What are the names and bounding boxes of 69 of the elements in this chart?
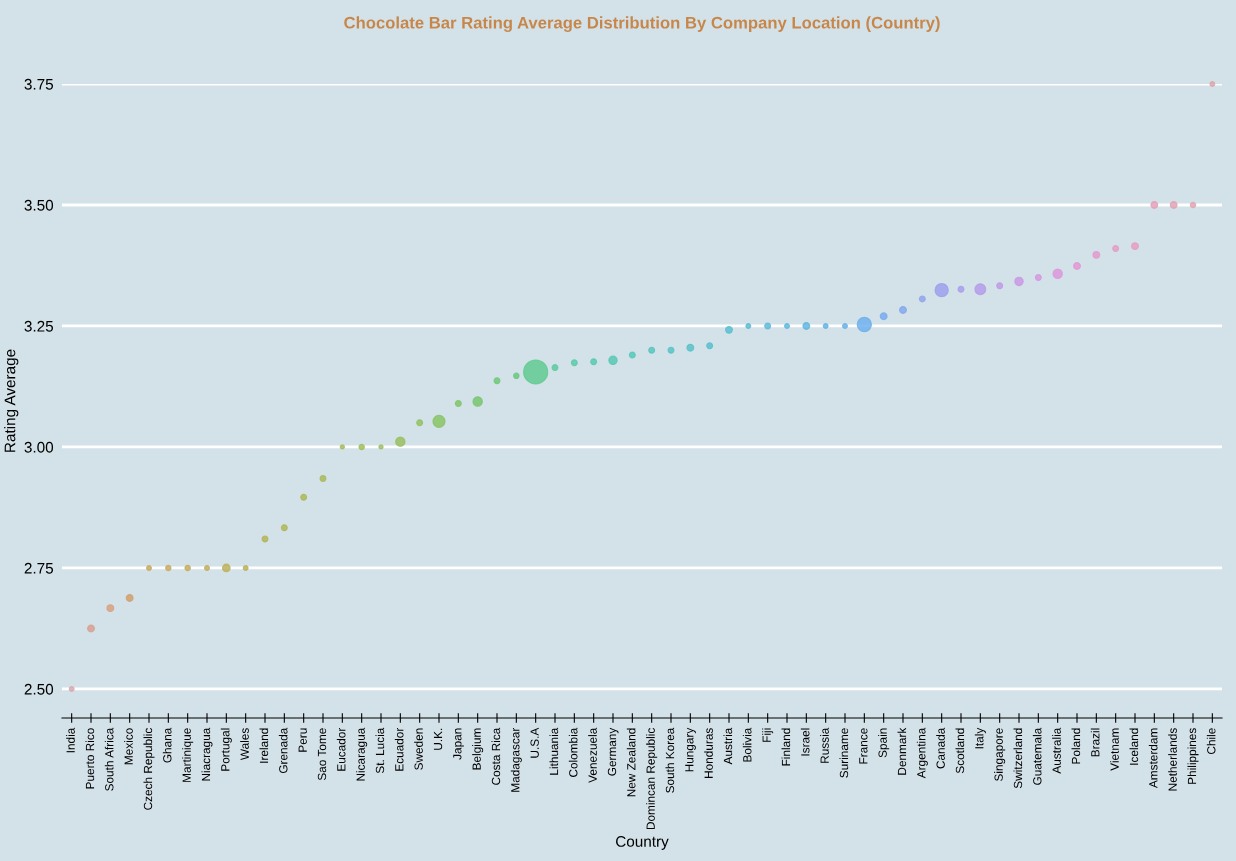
x-tick-label: St. Lucia bbox=[375, 727, 385, 774]
x-tick-label: Ireland bbox=[259, 728, 269, 763]
x-tick-label: Ecuador bbox=[394, 727, 404, 771]
x-tick-label: Colombia bbox=[568, 727, 578, 777]
x-tick-label: Mexico bbox=[124, 728, 133, 765]
x-tick-label: India bbox=[66, 727, 75, 753]
x-tick-label: Netherlands bbox=[1168, 728, 1177, 791]
x-tick-label: Amsterdam bbox=[1148, 728, 1158, 789]
x-tick-label: South Korea bbox=[665, 727, 675, 793]
x-tick-label: Scotland bbox=[955, 728, 965, 774]
x-tick-label: Australia bbox=[1052, 727, 1061, 774]
y-tick-label: 2.50 bbox=[24, 683, 54, 695]
x-tick-label: Martinique bbox=[182, 728, 194, 782]
x-tick-label: U.K. bbox=[433, 728, 443, 750]
x-tick-label: Honduras bbox=[704, 728, 713, 778]
x-tick-label: Domincan Republic bbox=[646, 728, 658, 830]
chart-title: Chocolate Bar Rating Average Distribution By Company Location (Country) bbox=[344, 16, 940, 32]
x-tick-label: Switzerland bbox=[1013, 728, 1023, 789]
x-tick-label: Germany bbox=[607, 727, 619, 776]
x-tick-label: Puerto Rico bbox=[85, 728, 95, 789]
x-axis-title: Country bbox=[616, 836, 669, 850]
y-axis-title: Rating Average bbox=[4, 349, 19, 452]
x-tick-label: Chile bbox=[1206, 728, 1216, 755]
x-tick-label: Canada bbox=[936, 727, 945, 769]
x-tick-label: Niacragua bbox=[201, 727, 213, 781]
x-tick-label: Portugal bbox=[220, 728, 232, 771]
x-tick-label: Philippines bbox=[1187, 728, 1199, 784]
x-tick-label: Peru bbox=[298, 728, 307, 752]
x-tick-label: Belgium bbox=[472, 728, 484, 770]
x-tick-label: Guatemala bbox=[1032, 727, 1042, 785]
x-tick-label: Eucador bbox=[336, 727, 346, 771]
x-tick-label: Vietnam bbox=[1110, 728, 1119, 771]
x-tick-label: Israel bbox=[800, 728, 810, 756]
x-tick-label: France bbox=[859, 728, 868, 764]
x-tick-label: Denmark bbox=[897, 727, 907, 775]
x-tick-label: Sweden bbox=[414, 728, 423, 770]
x-tick-label: U.S.A bbox=[530, 727, 539, 758]
x-tick-label: Nicaragua bbox=[356, 727, 368, 781]
y-tick-label: 3.50 bbox=[24, 199, 54, 211]
x-tick-label: Japan bbox=[453, 728, 464, 760]
x-tick-label: Bolivia bbox=[742, 727, 752, 762]
x-tick-label: Venezuela bbox=[588, 727, 597, 783]
x-tick-label: Fiji bbox=[762, 728, 774, 742]
y-tick-label: 3.25 bbox=[24, 320, 54, 332]
x-tick-label: Argentina bbox=[916, 727, 928, 779]
x-tick-label: Hungary bbox=[685, 727, 696, 772]
x-tick-label: Ghana bbox=[162, 727, 172, 763]
x-tick-label: Austria bbox=[723, 727, 733, 765]
x-tick-label: Poland bbox=[1071, 728, 1081, 764]
x-tick-label: South Africa bbox=[104, 727, 114, 791]
x-tick-label: Madagascar bbox=[510, 727, 522, 792]
x-tick-label: Costa Rica bbox=[491, 727, 501, 785]
x-tick-label: Lithuania bbox=[549, 727, 559, 775]
x-tick-label: Grenada bbox=[278, 727, 288, 774]
y-tick-label: 2.75 bbox=[24, 562, 54, 574]
x-tick-label: New Zealand bbox=[626, 728, 636, 797]
x-tick-label: Wales bbox=[240, 728, 249, 761]
x-tick-label: Spain bbox=[878, 728, 890, 758]
x-tick-label: Czech Republic bbox=[143, 728, 155, 810]
x-tick-label: Finland bbox=[781, 728, 791, 766]
x-tick-label: Brazil bbox=[1090, 728, 1100, 757]
y-tick-label: 3.00 bbox=[24, 441, 54, 453]
x-tick-label: Singapore bbox=[994, 728, 1006, 781]
x-tick-label: Italy bbox=[974, 727, 986, 749]
y-tick-label: 3.75 bbox=[24, 78, 54, 90]
x-tick-label: Sao Tome bbox=[317, 728, 327, 781]
x-tick-label: Russia bbox=[820, 727, 829, 763]
x-tick-label: Iceland bbox=[1129, 728, 1139, 765]
x-tick-label: Suriname bbox=[839, 728, 849, 778]
